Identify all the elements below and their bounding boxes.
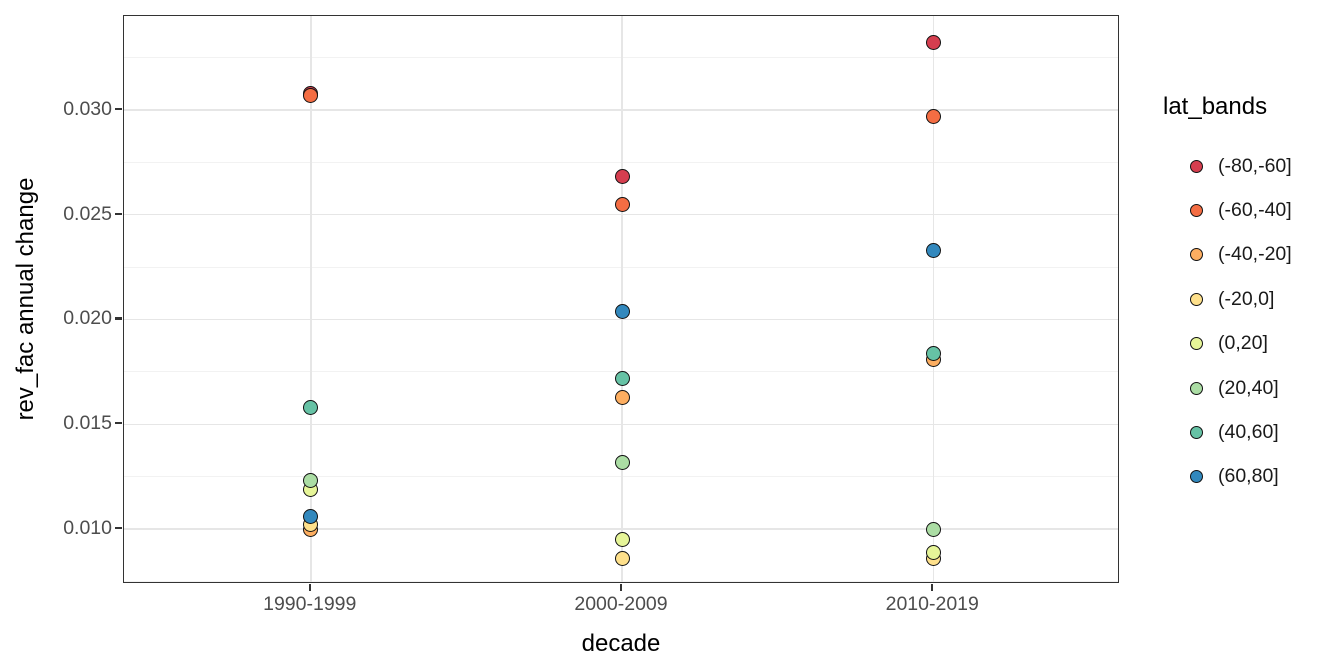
legend-item: (60,80] [1160, 455, 1344, 499]
legend-item: (-40,-20] [1160, 233, 1344, 277]
data-point [614, 303, 630, 319]
legend-item: (-20,0] [1160, 277, 1344, 321]
x-tick-label: 2010-2019 [885, 593, 979, 615]
y-tick-label: 0.025 [63, 202, 112, 225]
v-gridline [621, 16, 623, 582]
y-tick-mark [115, 317, 122, 320]
h-gridline-major [124, 109, 1118, 111]
data-point [303, 473, 319, 489]
y-tick-label: 0.030 [63, 97, 112, 120]
legend-item-label: (40,60] [1218, 421, 1279, 444]
legend-item: (-80,-60] [1160, 144, 1344, 188]
legend-swatch-icon [1190, 292, 1203, 306]
y-tick-label: 0.015 [63, 412, 112, 435]
h-gridline-minor [124, 161, 1118, 163]
legend-item: (20,40] [1160, 366, 1344, 410]
x-tick-mark [619, 584, 623, 591]
legend-swatch-icon [1190, 381, 1203, 395]
h-gridline-minor [124, 476, 1118, 478]
data-point [614, 169, 630, 185]
h-gridline-minor [124, 266, 1118, 268]
data-point [925, 242, 941, 258]
y-tick-mark [115, 422, 122, 425]
h-gridline-major [124, 423, 1118, 426]
y-tick-label: 0.010 [63, 517, 112, 540]
data-point [614, 532, 630, 548]
legend-item-label: (0,20] [1218, 332, 1268, 355]
legend-item: (0,20] [1160, 322, 1344, 366]
data-point [614, 370, 630, 386]
legend-items: (-80,-60] (-60,-40] (-40,-20] (-20,0] (0,20]… [1160, 144, 1344, 499]
legend-item-label: (60,80] [1218, 465, 1279, 488]
data-point [303, 509, 319, 524]
data-point [925, 345, 941, 361]
data-point [614, 550, 630, 566]
data-point [614, 389, 630, 405]
legend-item-label: (-20,0] [1218, 287, 1275, 310]
legend-swatch-icon [1190, 426, 1203, 440]
legend-item-label: (-80,-60] [1218, 154, 1292, 177]
legend-swatch-icon [1190, 470, 1203, 484]
data-point [925, 544, 941, 560]
h-gridline-major [124, 213, 1118, 216]
h-gridline-major [124, 528, 1118, 530]
data-point [303, 400, 319, 416]
y-axis-title-text: rev_fac annual change [12, 177, 39, 421]
legend-item-label: (20,40] [1218, 376, 1279, 399]
legend-item-label: (-40,-20] [1218, 243, 1292, 266]
legend-item: (-60,-40] [1160, 188, 1344, 232]
legend-swatch-icon [1190, 337, 1203, 351]
legend-item: (40,60] [1160, 410, 1344, 454]
y-tick-label: 0.020 [63, 307, 112, 330]
h-gridline-major [124, 318, 1118, 321]
x-tick-label: 1990-1999 [263, 593, 357, 615]
legend-swatch-icon [1190, 248, 1203, 262]
h-gridline-minor [124, 580, 1118, 582]
y-tick-mark [115, 526, 122, 530]
data-point [925, 521, 941, 537]
legend-item-label: (-60,-40] [1218, 199, 1292, 222]
x-tick-mark [931, 584, 934, 591]
v-gridline [932, 16, 934, 582]
data-point [925, 35, 941, 51]
legend: lat_bands (-80,-60] (-60,-40] (-40,-20] (-2… [1160, 93, 1344, 499]
data-point [614, 196, 630, 212]
y-axis-title: rev_fac annual change [12, 56, 39, 421]
legend-swatch-icon [1190, 159, 1203, 173]
plot-panel [123, 15, 1119, 583]
y-tick-mark [115, 107, 122, 110]
h-gridline-minor [124, 56, 1118, 58]
x-tick-label: 2000-2009 [574, 593, 668, 615]
x-tick-mark [308, 584, 311, 591]
data-point [925, 108, 941, 124]
x-axis-title: decade [581, 630, 661, 657]
v-gridline [310, 16, 312, 582]
legend-swatch-icon [1190, 204, 1203, 218]
data-point [303, 87, 319, 103]
y-tick-mark [115, 212, 122, 215]
data-point [614, 454, 630, 470]
legend-title: lat_bands [1163, 93, 1268, 120]
